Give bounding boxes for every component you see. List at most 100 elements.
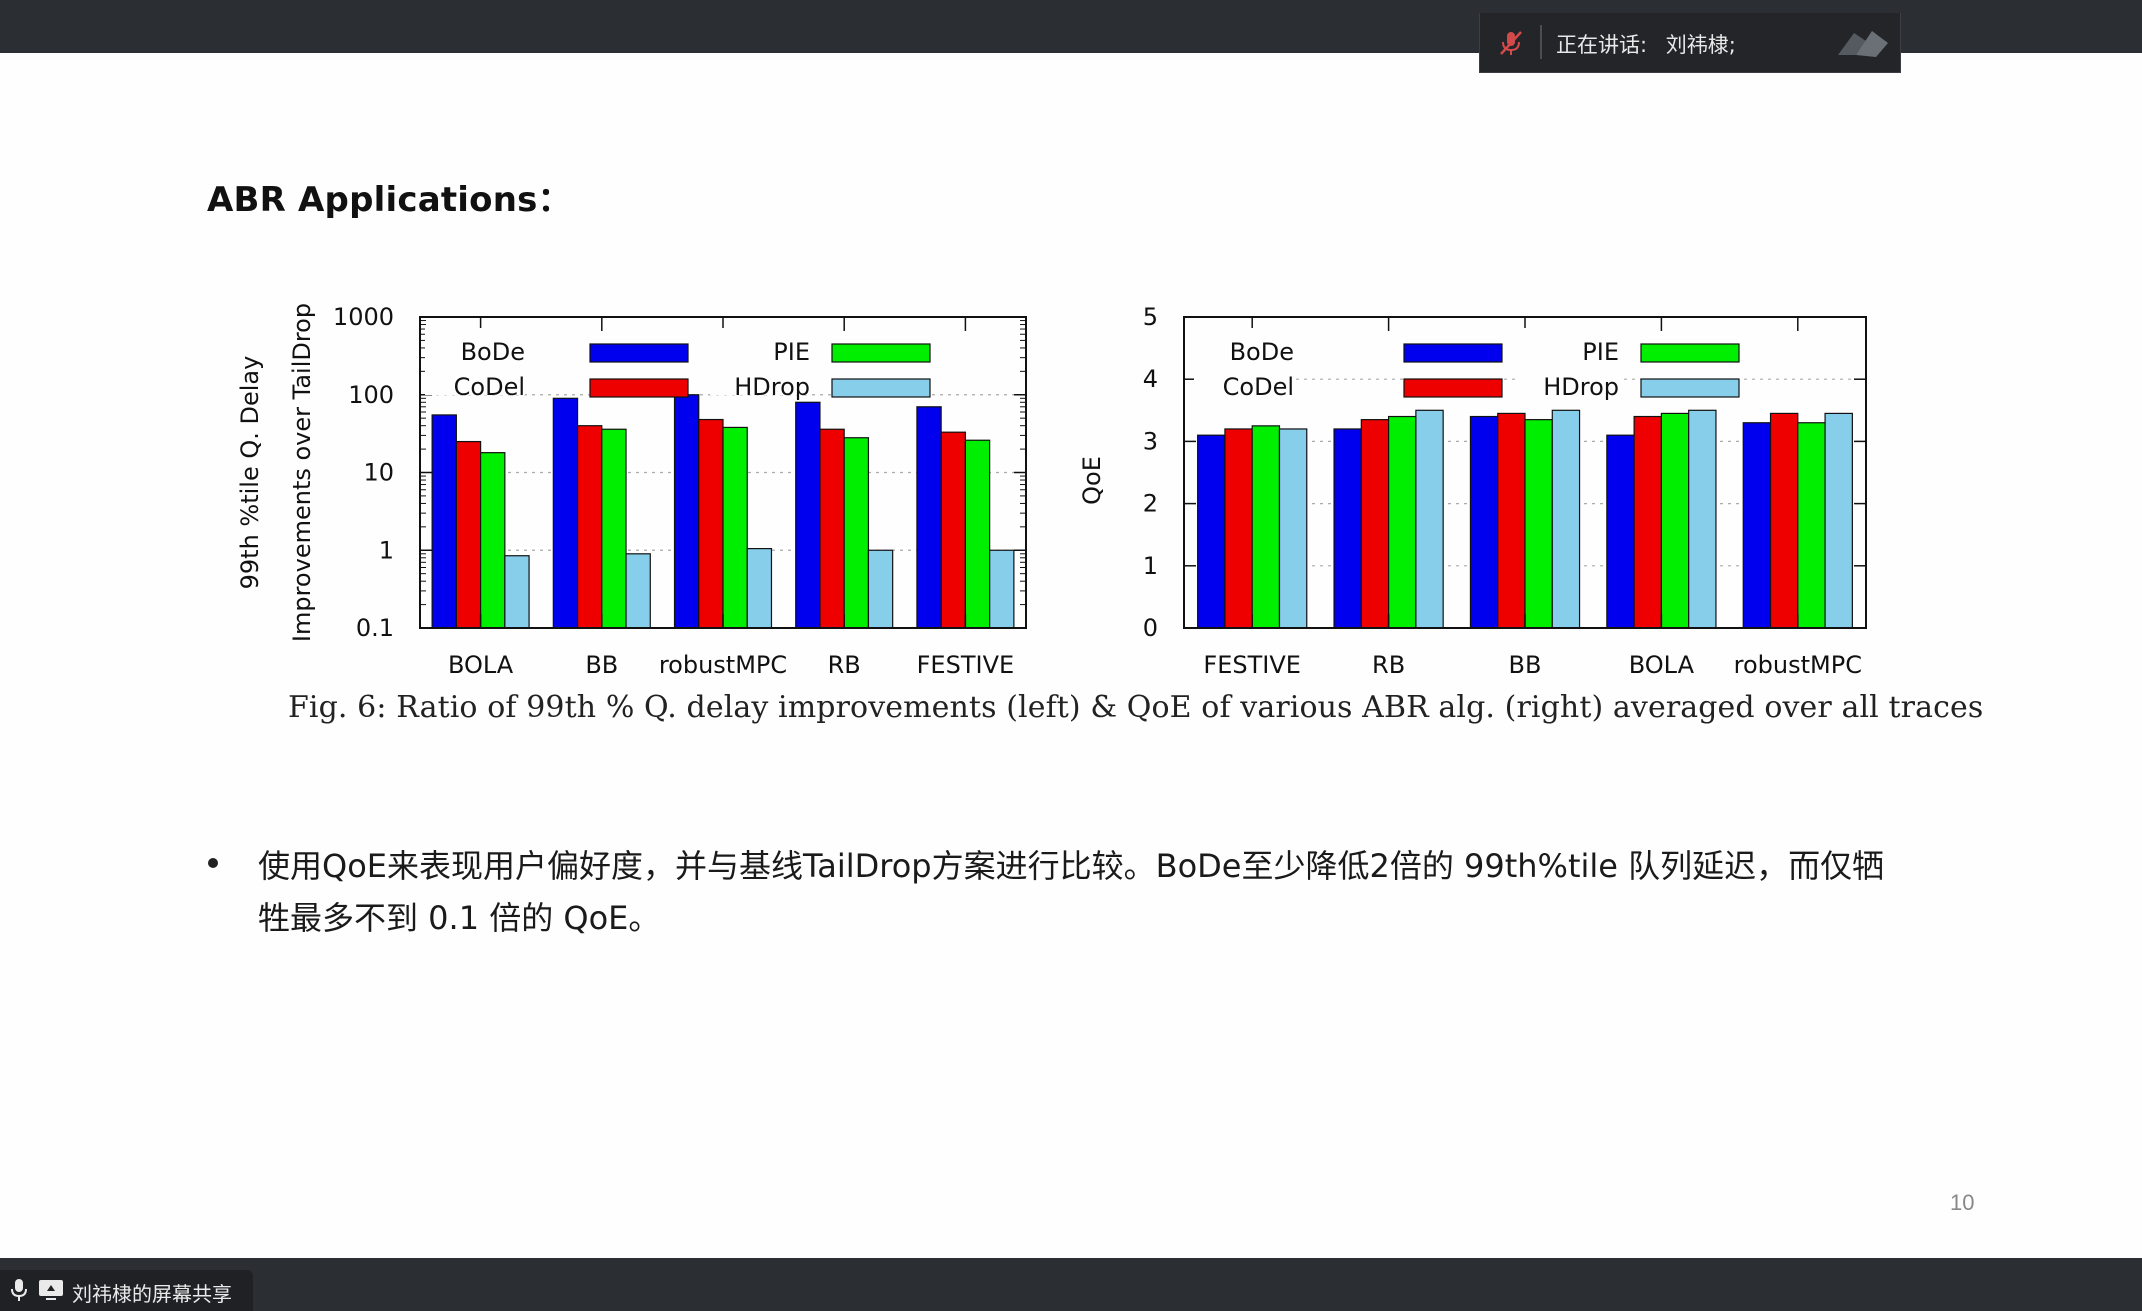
plot-frame [419,316,1027,629]
x-tick-label: RB [1372,651,1405,679]
y-axis-label: QoE [1078,456,1106,505]
x-tick-label: robustMPC [659,651,787,679]
bar-codel [1497,412,1526,629]
legend-bg [710,363,810,395]
mic-muted-icon [1500,31,1522,55]
page-number: 10 [1950,1190,1975,1215]
y-tick-label: 3 [1143,427,1158,455]
x-tick-label: BOLA [1629,651,1695,679]
bar-hdrop [504,555,530,629]
mic-icon [11,1279,27,1301]
legend-swatch-hdrop [1640,378,1740,398]
bar-bode [1742,422,1772,629]
legend-label: PIE [1582,338,1619,366]
legend-bg [1194,328,1294,360]
legend-bg [1519,328,1619,360]
legend-swatch-codel [1403,378,1503,398]
y-axis-label: Improvements over TailDrop [288,303,316,642]
app-logo-icon [1838,31,1888,57]
bar-bode [1197,434,1226,629]
bar-pie [964,439,991,629]
meeting-bottom-bar [0,1258,2142,1311]
x-tick-label: FESTIVE [917,651,1015,679]
legend-swatch-bode [589,343,689,363]
bar-pie [1251,425,1281,629]
legend-bg [425,363,525,395]
speaking-label: 正在讲话: [1556,33,1648,57]
bar-hdrop [1278,428,1308,629]
bar-codel [1360,419,1390,629]
bullet-icon [208,858,218,868]
legend-bg [1194,363,1294,395]
x-tick-label: FESTIVE [1203,651,1301,679]
figure-caption: Fig. 6: Ratio of 99th % Q. delay improve… [288,690,1984,725]
bar-pie [1660,412,1690,629]
bar-pie [722,426,748,629]
bar-codel [455,440,482,629]
bar-hdrop [746,548,773,629]
legend-swatch-bode [1403,343,1503,363]
bar-pie [843,437,870,629]
slide-title: ABR Applications： [207,180,572,220]
speaking-status: 正在讲话: 刘祎棣; [1556,29,1736,59]
bar-hdrop [1688,409,1717,629]
bar-pie [1524,419,1553,629]
legend-label: CoDel [1223,373,1294,401]
speaker-name: 刘祎棣; [1665,33,1736,57]
y-tick-label: 2 [1143,490,1158,518]
y-tick-label: 10 [363,459,394,487]
bar-bode [552,397,579,629]
legend-swatch-pie [831,343,931,363]
bar-pie [480,452,506,629]
share-label: 刘祎棣的屏幕共享 [72,1282,232,1306]
bar-codel [698,418,724,629]
legend-swatch-pie [1640,343,1740,363]
speaker-indicator[interactable]: 正在讲话: 刘祎棣; [1479,13,1901,73]
bar-codel [819,428,845,629]
bar-hdrop [989,549,1015,629]
legend-label: HDrop [1543,373,1619,401]
bar-pie [1797,422,1826,629]
screen-share-tag[interactable]: 刘祎棣的屏幕共享 [0,1270,253,1311]
bar-bode [673,394,700,629]
bar-bode [1606,434,1635,629]
bar-hdrop [867,549,894,629]
y-axis-label: 99th %tile Q. Delay [236,356,264,590]
bar-hdrop [1551,409,1581,629]
bullet-text: 使用QoE来表现用户偏好度，并与基线TailDrop方案进行比较。BoDe至少降… [258,847,1885,937]
legend-bg [1519,363,1619,395]
y-tick-label: 0.1 [356,614,394,642]
bar-codel [940,431,966,629]
legend-label: CoDel [454,373,525,401]
separator [1540,25,1542,59]
bar-codel [1224,428,1253,629]
bar-codel [1769,412,1799,629]
y-tick-label: 1 [1143,552,1158,580]
bar-bode [431,414,457,629]
y-tick-label: 1 [379,536,394,564]
x-tick-label: BB [1509,651,1542,679]
figure-6: 0.1 1 10 100 1000 BOLA BB robustMPC RB FESTIVE BoD… [236,303,1867,679]
x-tick-label: RB [828,651,861,679]
x-tick-label: robustMPC [1734,651,1862,679]
y-tick-label: 5 [1143,303,1158,331]
legend-label: BoDe [461,338,525,366]
y-tick-label: 1000 [333,303,394,331]
legend-bg [710,328,810,360]
plot-frame [1183,316,1867,629]
bar-hdrop [1415,409,1444,629]
bar-bode [795,401,821,629]
x-tick-label: BB [585,651,618,679]
legend-label: BoDe [1230,338,1294,366]
y-tick-label: 100 [348,381,394,409]
legend-swatch-hdrop [831,378,931,398]
bar-pie [601,428,627,629]
bar-hdrop [1824,412,1853,629]
bar-hdrop [625,553,651,629]
y-tick-label: 0 [1143,614,1158,642]
bar-bode [916,406,942,629]
bar-codel [1633,415,1662,629]
bar-bode [1469,415,1499,629]
bar-codel [576,425,603,629]
